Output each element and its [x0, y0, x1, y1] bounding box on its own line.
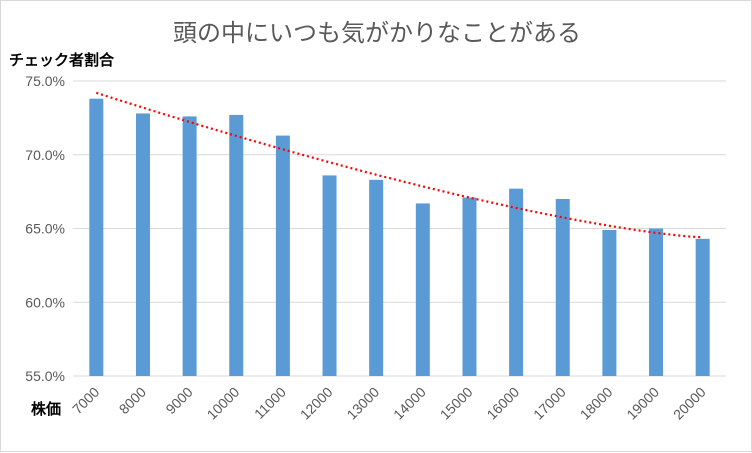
bar	[135, 113, 150, 376]
y-tick-label: 75.0%	[25, 73, 65, 89]
bar	[322, 175, 337, 376]
x-tick-label: 18000	[577, 384, 616, 423]
x-tick-label: 12000	[297, 384, 336, 423]
bar	[462, 197, 477, 376]
bar	[509, 188, 524, 376]
x-tick-label: 14000	[390, 384, 429, 423]
bar	[275, 135, 290, 376]
y-tick-label: 60.0%	[25, 294, 65, 310]
x-tick-label: 8000	[116, 384, 149, 417]
bar	[649, 228, 664, 376]
bar	[555, 199, 570, 376]
x-tick-label: 17000	[530, 384, 569, 423]
bar	[695, 238, 710, 376]
chart-title: 頭の中にいつも気がかりなことがある	[173, 19, 581, 47]
bar	[369, 179, 384, 376]
bar	[89, 98, 104, 376]
bar	[229, 114, 244, 377]
x-tick-label: 15000	[437, 384, 476, 423]
y-axis-label: チェック者割合	[9, 51, 115, 69]
y-tick-label: 55.0%	[25, 368, 65, 384]
x-tick-label: 9000	[162, 384, 195, 417]
x-tick-label: 19000	[623, 384, 662, 423]
y-tick-label: 65.0%	[25, 221, 65, 237]
x-tick-label: 7000	[69, 384, 102, 417]
trendline	[95, 91, 703, 239]
x-tick-label: 11000	[251, 384, 289, 422]
y-tick-label: 70.0%	[25, 147, 65, 163]
bar	[602, 229, 617, 376]
x-tick-label: 13000	[343, 384, 382, 423]
x-tick-label: 10000	[204, 384, 243, 423]
x-tick-label: 20000	[670, 384, 709, 423]
x-tick-label: 16000	[483, 384, 522, 423]
bar	[415, 203, 430, 376]
x-axis-label: 株価	[31, 400, 62, 418]
bar	[182, 116, 197, 377]
